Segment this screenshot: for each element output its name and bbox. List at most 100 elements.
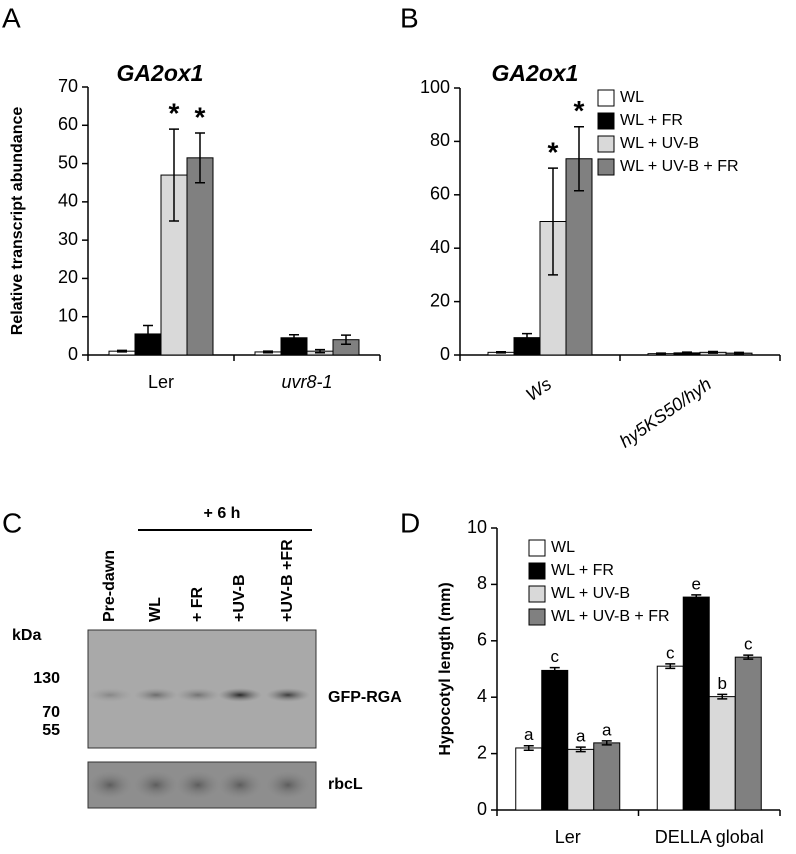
y-tick-label: 40: [58, 191, 78, 211]
band: [176, 771, 220, 799]
panel-label: B: [400, 2, 419, 33]
bar: [186, 157, 214, 356]
annotation: c: [666, 643, 675, 662]
bar: [708, 696, 736, 811]
legend-label: WL + UV-B: [620, 135, 699, 152]
annotation: c: [744, 635, 753, 654]
bar: [593, 742, 621, 811]
band: [218, 688, 262, 702]
error-bar: [341, 334, 351, 346]
error-bar: [263, 350, 273, 354]
band: [88, 771, 132, 799]
legend-swatch: [528, 562, 546, 580]
annotation: *: [574, 95, 585, 126]
x-tick-label: uvr8-1: [281, 372, 332, 392]
bar: [656, 665, 684, 811]
lane-label: WL: [147, 597, 164, 622]
y-tick-label: 70: [58, 76, 78, 96]
annotation: c: [551, 647, 560, 666]
error-bar: [117, 349, 127, 353]
error-bar: [708, 350, 718, 354]
y-tick-label: 8: [477, 573, 487, 593]
annotation: e: [692, 574, 701, 593]
y-tick-label: 20: [430, 290, 450, 310]
unit-label: kDa: [12, 627, 41, 644]
error-bar: [522, 332, 532, 343]
error-bar: [656, 352, 666, 355]
bar: [682, 596, 710, 811]
legend-label: WL + UV-B + FR: [551, 608, 670, 625]
y-tick-label: 40: [430, 237, 450, 257]
y-tick-label: 80: [430, 130, 450, 150]
marker-label: 70: [42, 704, 60, 721]
error-bar: [665, 663, 676, 670]
panel-label: A: [2, 2, 21, 33]
y-tick-label: 0: [477, 799, 487, 819]
error-bar: [575, 746, 586, 753]
error-bar: [523, 744, 534, 751]
y-tick-label: 4: [477, 686, 487, 706]
y-tick-label: 30: [58, 229, 78, 249]
legend-swatch: [597, 135, 615, 153]
band: [176, 688, 220, 702]
y-tick-label: 10: [58, 305, 78, 325]
error-bar: [682, 351, 692, 355]
legend-swatch: [597, 112, 615, 130]
legend-label: WL + UV-B: [551, 585, 630, 602]
y-tick-label: 10: [467, 517, 487, 537]
bar: [567, 748, 595, 811]
x-tick-label: Ws: [522, 374, 555, 405]
error-bar: [496, 351, 506, 354]
legend-label: WL: [551, 539, 575, 556]
legend-swatch: [528, 539, 546, 557]
chart-title: GA2ox1: [117, 60, 204, 86]
y-axis-label: Relative transcript abundance: [9, 107, 26, 336]
legend-label: WL + UV-B + FR: [620, 158, 739, 175]
error-bar: [549, 666, 560, 674]
legend-swatch: [528, 608, 546, 626]
y-tick-label: 20: [58, 267, 78, 287]
x-tick-label: DELLA global: [655, 827, 764, 847]
annotation: *: [548, 136, 559, 167]
band-label: GFP-RGA: [328, 689, 402, 706]
panel-label: D: [400, 507, 420, 538]
error-bar: [195, 132, 205, 184]
annotation: a: [602, 720, 612, 739]
bar: [734, 656, 762, 811]
annotation: *: [169, 98, 180, 129]
error-bar: [691, 594, 702, 601]
y-tick-label: 60: [430, 184, 450, 204]
y-tick-label: 60: [58, 114, 78, 134]
lane-label: +UV-B +FR: [279, 539, 296, 622]
x-tick-label: Ler: [555, 827, 581, 847]
annotation: a: [524, 725, 534, 744]
annotation: b: [718, 674, 727, 693]
error-bar: [717, 693, 728, 700]
error-bar: [574, 125, 584, 192]
lane-label: + FR: [189, 586, 206, 622]
band: [134, 688, 178, 702]
error-bar: [315, 348, 325, 354]
y-tick-label: 0: [440, 344, 450, 364]
x-tick-label: Ler: [148, 372, 174, 392]
marker-label: 55: [42, 722, 60, 739]
band: [266, 771, 310, 799]
y-tick-label: 100: [420, 77, 450, 97]
error-bar: [289, 333, 299, 342]
y-tick-label: 50: [58, 152, 78, 172]
lane-label: Pre-dawn: [101, 550, 118, 622]
marker-label: 130: [33, 670, 60, 687]
y-tick-label: 2: [477, 742, 487, 762]
treatment-label: + 6 h: [204, 505, 241, 522]
error-bar: [548, 167, 558, 276]
panel-label: C: [2, 507, 22, 538]
x-tick-label: hy5KS50/hyh: [616, 374, 715, 452]
y-axis-label: Hypocotyl length (mm): [437, 582, 454, 755]
legend-swatch: [528, 585, 546, 603]
annotation: *: [195, 101, 206, 132]
legend-swatch: [597, 158, 615, 176]
bar: [541, 669, 569, 811]
error-bar: [143, 324, 153, 344]
error-bar: [734, 351, 744, 355]
